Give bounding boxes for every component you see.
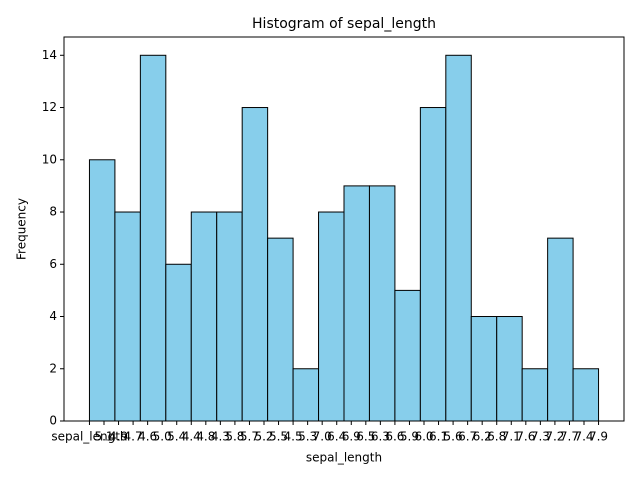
y-axis-label: Frequency <box>15 198 29 260</box>
x-tick-label: 6.7 <box>458 430 477 444</box>
chart-title: Histogram of sepal_length <box>252 16 436 32</box>
x-tick-label: 5.8 <box>225 430 244 444</box>
x-tick-label: 5.3 <box>298 430 317 444</box>
x-tick-label: 7.9 <box>589 430 608 444</box>
x-tick-label: 7.7 <box>560 430 579 444</box>
bar <box>368 185 396 422</box>
y-tick-label: 2 <box>49 361 57 375</box>
x-tick-label: 7.2 <box>545 430 564 444</box>
bar <box>241 107 269 422</box>
x-tick-label: 5.1 <box>94 430 113 444</box>
x-tick-label: 6.5 <box>356 430 375 444</box>
x-tick-label: 4.8 <box>196 430 215 444</box>
x-tick-label: 6.0 <box>414 430 433 444</box>
x-tick-label: 5.7 <box>240 430 259 444</box>
x-tick-label: 4.3 <box>211 430 230 444</box>
bar <box>470 316 498 422</box>
y-tick-label: 10 <box>42 152 57 166</box>
x-tick-label: 5.9 <box>400 430 419 444</box>
axes-frame <box>63 36 625 422</box>
x-tick-label: 7.0 <box>313 430 332 444</box>
bar <box>572 368 600 422</box>
x-tick-label: 4.4 <box>182 430 201 444</box>
bar <box>343 185 370 422</box>
bar <box>521 368 549 422</box>
bar <box>216 211 243 422</box>
bar <box>88 159 116 422</box>
x-tick-label: 4.6 <box>138 430 157 444</box>
bar <box>394 289 421 422</box>
bar <box>547 237 574 422</box>
bar <box>419 107 447 422</box>
x-tick-label: 7.3 <box>531 430 550 444</box>
y-tick-label: 8 <box>49 205 57 219</box>
bar <box>318 211 345 422</box>
y-tick-label: 14 <box>42 48 57 62</box>
x-tick-label: 7.6 <box>516 430 535 444</box>
bar <box>165 263 192 422</box>
x-tick-label: 7.4 <box>574 430 593 444</box>
bar <box>445 54 472 422</box>
x-tick-label: 5.2 <box>254 430 273 444</box>
x-tick-label: sepal_length <box>51 430 127 444</box>
x-tick-label: 5.6 <box>444 430 463 444</box>
y-tick-label: 0 <box>49 414 57 428</box>
x-axis-label: sepal_length <box>306 451 382 465</box>
y-tick-label: 12 <box>42 100 57 114</box>
x-tick-label: 5.5 <box>269 430 288 444</box>
x-tick-label: 4.5 <box>284 430 303 444</box>
bar <box>190 211 218 422</box>
y-tick-label: 4 <box>49 309 57 323</box>
x-tick-label: 6.1 <box>429 430 448 444</box>
x-tick-label: 5.0 <box>153 430 172 444</box>
x-tick-label: 4.7 <box>124 430 143 444</box>
x-tick-label: 6.6 <box>385 430 404 444</box>
x-tick-label: 6.2 <box>473 430 492 444</box>
x-tick-label: 4.9 <box>109 430 128 444</box>
bar <box>114 211 141 422</box>
x-tick-label: 6.3 <box>371 430 390 444</box>
y-tick-label: 6 <box>49 257 57 271</box>
x-tick-label: 5.4 <box>167 430 186 444</box>
bar <box>139 54 167 422</box>
x-tick-label: 7.1 <box>502 430 521 444</box>
bar <box>496 316 523 422</box>
bar <box>267 237 294 422</box>
bar <box>292 368 320 422</box>
x-tick-label: 6.8 <box>487 430 506 444</box>
x-tick-label: 6.4 <box>327 430 346 444</box>
x-tick-label: 6.9 <box>342 430 361 444</box>
